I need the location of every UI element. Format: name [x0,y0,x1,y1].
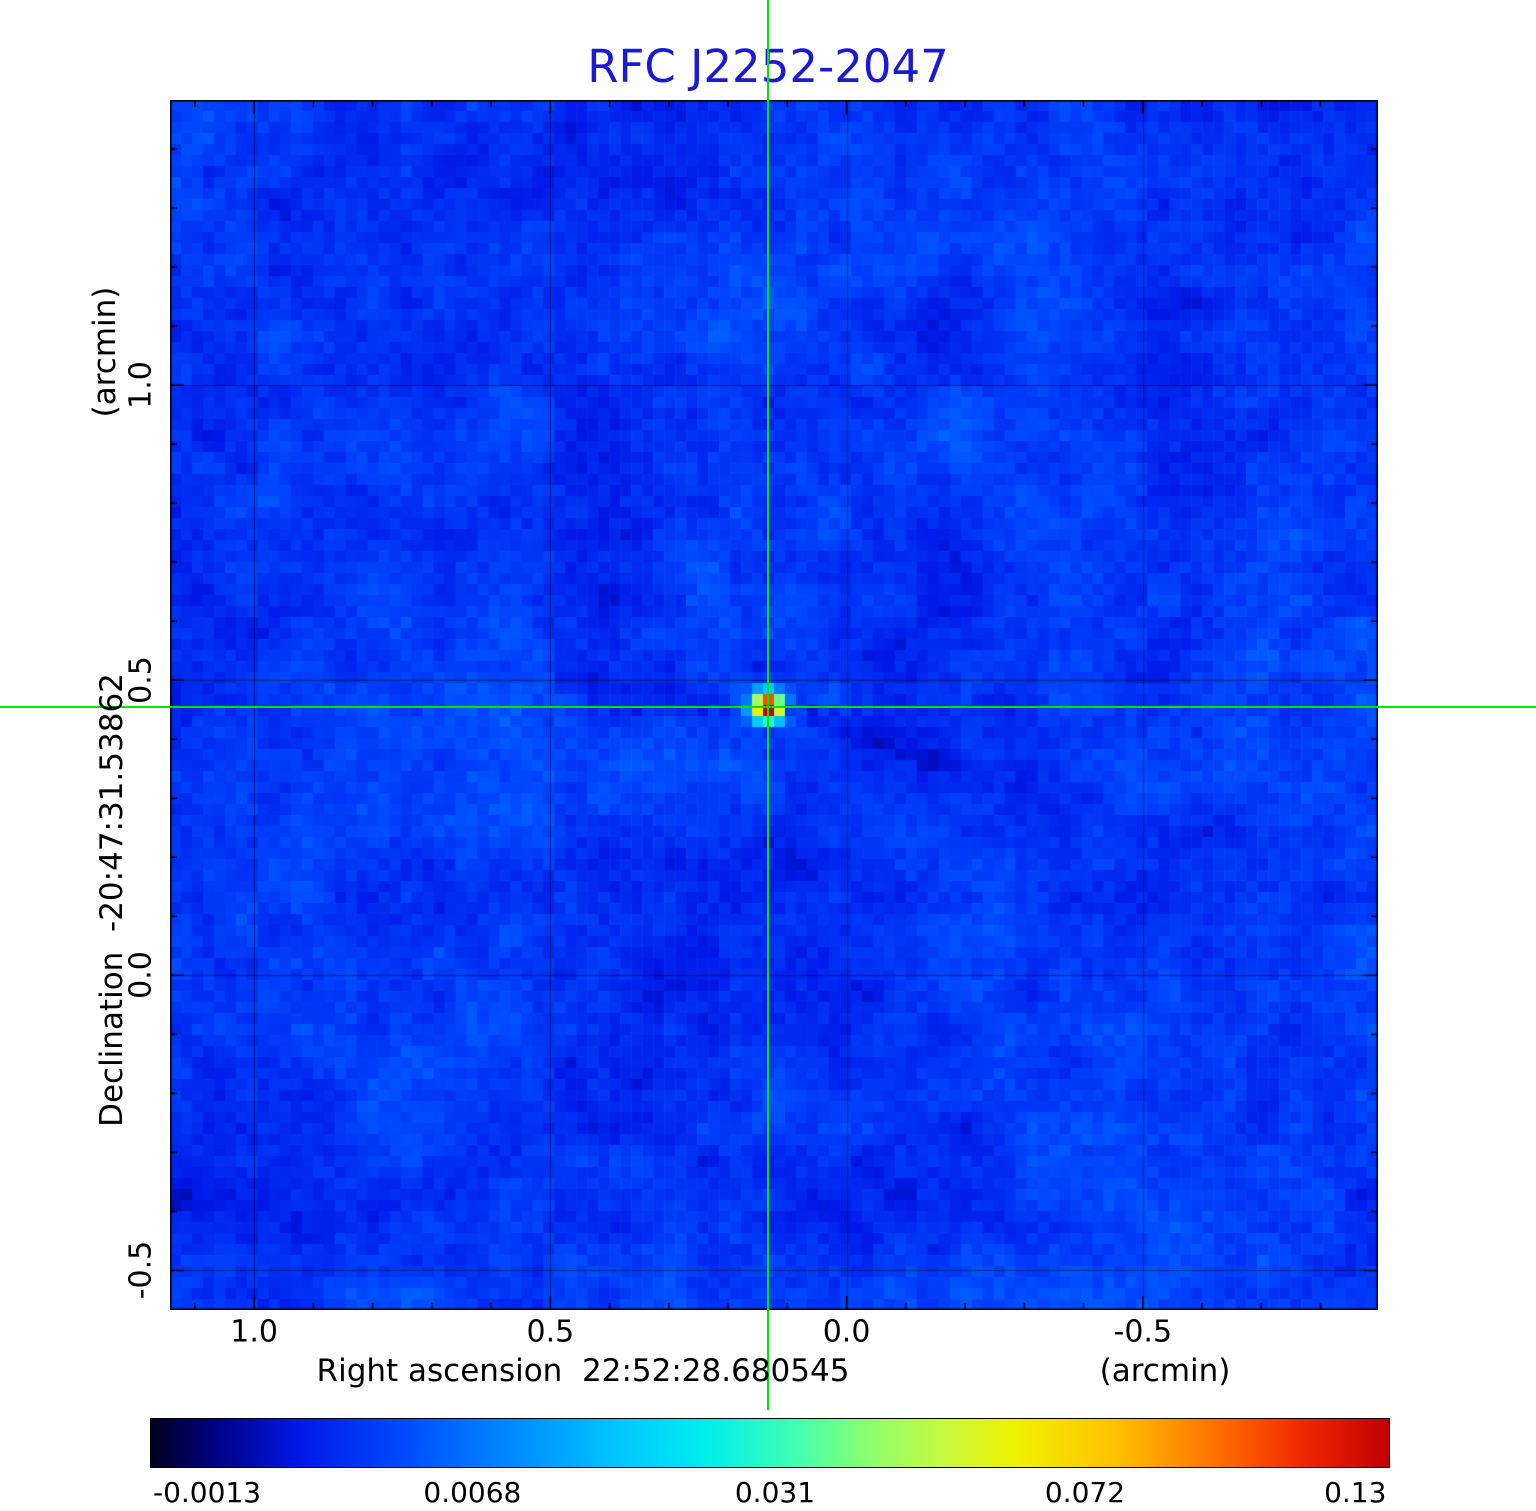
y-tick-label: 0.5 [123,656,159,705]
crosshair-horizontal-line [0,705,1536,708]
y-axis-unit-label: (arcmin) [87,286,123,418]
y-axis-title: Declination -20:47:31.53862 [94,673,130,1127]
crosshair-vertical-line [766,0,769,1410]
colorbar [150,1418,1390,1468]
x-axis-title: Right ascension 22:52:28.680545 [316,1353,850,1389]
colorbar-tick-label: -0.0013 [152,1476,262,1509]
colorbar-tick-label: 0.031 [734,1476,816,1509]
x-tick-label: -0.5 [1113,1314,1173,1350]
y-tick-label: 0.0 [123,951,159,1000]
heatmap-canvas [170,100,1378,1310]
colorbar-tick-label: 0.072 [1044,1476,1126,1509]
y-tick-label: -0.5 [123,1241,159,1300]
x-axis-unit-label: (arcmin) [1099,1353,1231,1389]
x-tick-label: 1.0 [230,1314,278,1350]
x-tick-label: 0.0 [822,1314,871,1350]
y-tick-label: 1.0 [123,361,159,409]
colorbar-tick-label: 0.13 [1324,1476,1387,1509]
colorbar-tick-label: 0.0068 [423,1476,522,1509]
x-tick-label: 0.5 [526,1314,575,1350]
